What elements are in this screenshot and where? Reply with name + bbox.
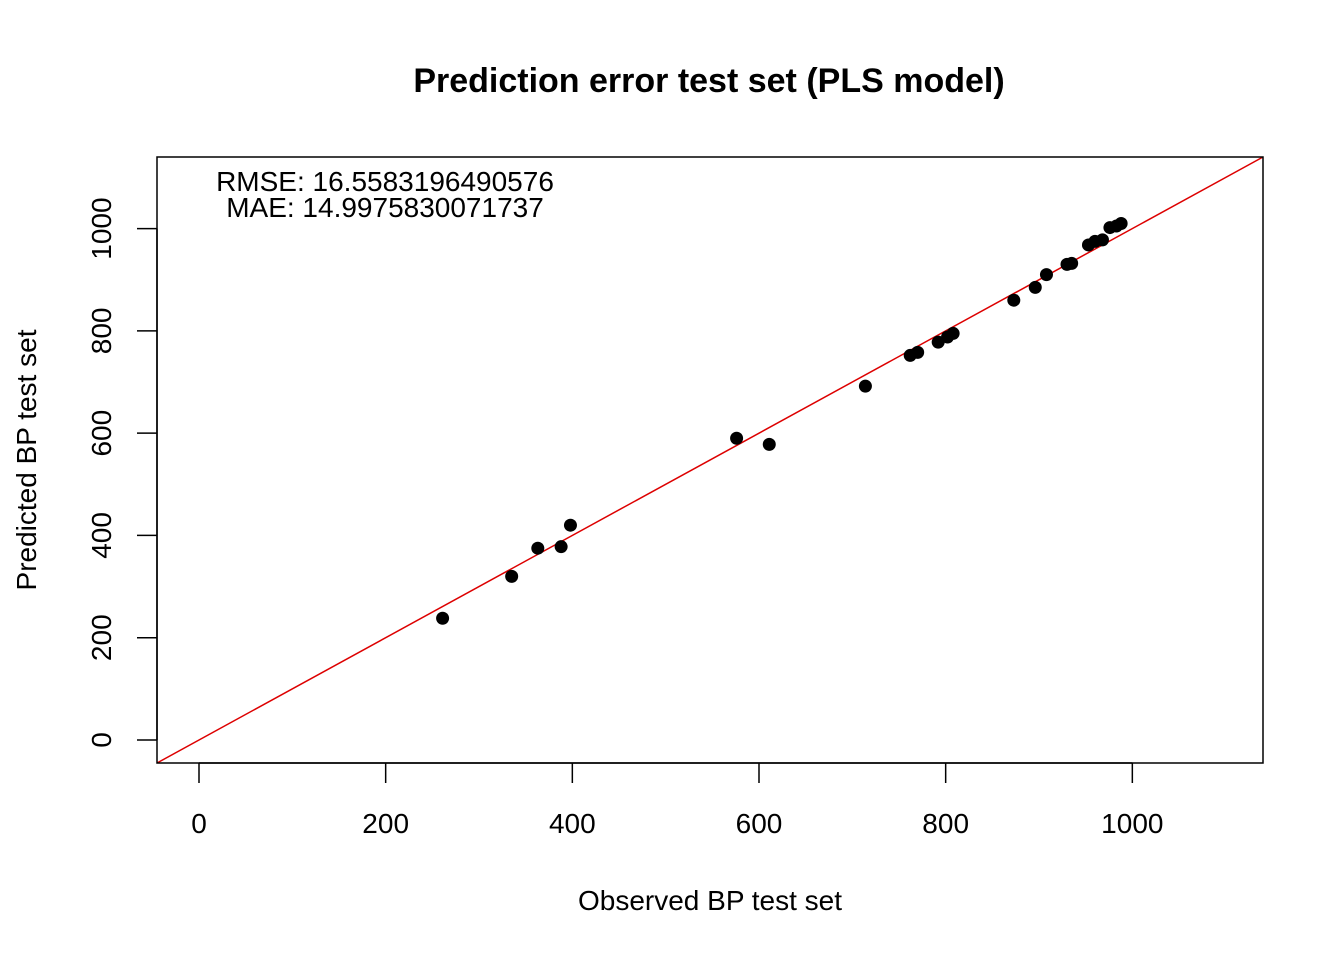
y-tick-label: 1000 [86,197,117,259]
data-point [505,569,519,583]
data-point [1039,268,1053,282]
identity-line [156,156,1264,764]
x-axis-label: Observed BP test set [578,885,842,916]
data-point [1114,216,1128,230]
x-tick-label: 800 [922,808,969,839]
y-tick-label: 0 [86,732,117,748]
data-point [730,431,744,445]
data-point [911,345,925,359]
data-point [554,540,568,554]
data-point [858,379,872,393]
data-point [563,518,577,532]
reference-layer [156,156,1264,764]
y-axis-label: Predicted BP test set [11,329,42,590]
points-layer [436,216,1128,625]
x-tick-label: 1000 [1101,808,1163,839]
rmse-annotation: RMSE: 16.5583196490576 [216,166,554,197]
y-tick-label: 200 [86,614,117,661]
chart-title: Prediction error test set (PLS model) [413,62,1004,100]
data-point [436,611,450,625]
data-point [946,326,960,340]
y-tick-label: 400 [86,512,117,559]
y-tick-label: 800 [86,308,117,355]
data-point [762,437,776,451]
x-axis: 0 200 400 600 800 1000 [191,762,1163,839]
data-point [531,541,545,555]
y-tick-label: 600 [86,410,117,457]
data-point [1028,280,1042,294]
data-point [1095,233,1109,247]
y-axis: 0 200 400 600 800 1000 [86,197,158,748]
x-tick-label: 200 [362,808,409,839]
x-tick-label: 400 [549,808,596,839]
x-tick-label: 600 [736,808,783,839]
x-tick-label: 0 [191,808,207,839]
data-point [1065,256,1079,270]
mae-annotation: MAE: 14.9975830071737 [226,192,544,223]
data-point [1007,293,1021,307]
